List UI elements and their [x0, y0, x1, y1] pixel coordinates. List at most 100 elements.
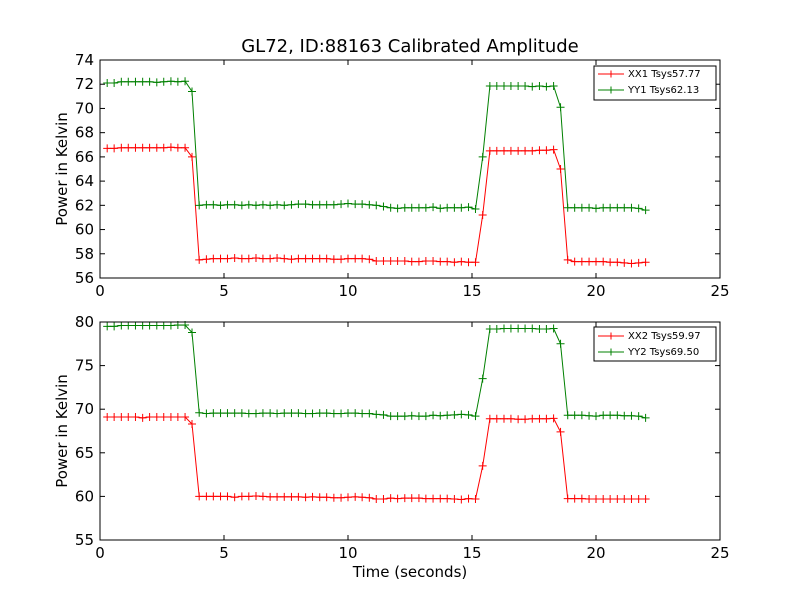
legend: XX2 Tsys59.97 YY2 Tsys69.50 — [593, 326, 717, 362]
x-tick-label: 15 — [462, 282, 481, 300]
y-tick-label: 68 — [75, 124, 94, 142]
x-tick-label: 25 — [710, 544, 729, 562]
data-point-marker — [563, 255, 572, 264]
data-point-marker — [450, 203, 459, 212]
data-point-marker — [627, 203, 636, 212]
data-point-marker — [421, 412, 430, 421]
data-point-marker — [173, 143, 182, 152]
data-point-marker — [577, 203, 586, 212]
data-point-marker — [379, 202, 388, 211]
y-tick-label: 56 — [75, 269, 94, 287]
data-point-marker — [506, 414, 515, 423]
data-point-marker — [464, 258, 473, 267]
legend-marker-yy1 — [607, 86, 615, 94]
data-point-marker — [606, 203, 615, 212]
data-point-marker — [485, 82, 494, 91]
data-point-marker — [138, 143, 147, 152]
data-point-marker — [131, 321, 140, 330]
data-point-marker — [393, 494, 402, 503]
x-tick-label: 10 — [338, 282, 357, 300]
data-point-marker — [386, 203, 395, 212]
data-point-marker — [365, 200, 374, 209]
data-point-marker — [344, 199, 352, 208]
data-point-marker — [599, 495, 608, 504]
data-point-marker — [216, 409, 225, 418]
data-point-marker — [535, 414, 544, 423]
bottom-panel: Power in Kelvin 0 5 10 15 20 25 55 60 65 70 75 80 X… — [53, 313, 730, 562]
x-tick-label: 0 — [95, 544, 105, 562]
data-point-marker — [223, 254, 232, 263]
data-point-marker — [145, 321, 154, 330]
data-point-marker — [592, 257, 600, 266]
data-point-marker — [549, 324, 558, 333]
x-tick-label: 20 — [586, 282, 605, 300]
data-point-marker — [173, 77, 182, 86]
data-point-marker — [506, 82, 515, 91]
data-point-marker — [641, 206, 650, 215]
data-point-marker — [138, 321, 147, 330]
data-point-marker — [386, 412, 395, 421]
data-point-marker — [514, 324, 523, 333]
series-layer — [103, 77, 650, 268]
data-point-marker — [450, 410, 459, 419]
x-axis-label: Time (seconds) — [352, 563, 468, 581]
data-point-marker — [344, 493, 352, 502]
data-point-marker — [110, 144, 119, 153]
data-point-marker — [358, 409, 367, 418]
data-point-marker — [429, 203, 438, 212]
data-point-marker — [421, 494, 430, 503]
data-point-marker — [372, 410, 381, 419]
data-point-marker — [188, 152, 197, 161]
data-point-marker — [351, 492, 360, 501]
data-point-marker — [592, 204, 600, 213]
x-tick-label: 20 — [586, 544, 605, 562]
data-point-marker — [471, 258, 480, 267]
y-axis-label: Power in Kelvin — [53, 112, 71, 226]
data-point-marker — [159, 413, 168, 422]
data-point-marker — [407, 257, 416, 266]
data-point-marker — [337, 200, 346, 209]
data-point-marker — [542, 146, 551, 155]
data-point-marker — [521, 146, 530, 155]
data-point-marker — [202, 409, 211, 418]
data-point-marker — [166, 143, 175, 152]
data-point-marker — [492, 414, 501, 423]
data-point-marker — [273, 492, 282, 501]
data-point-marker — [499, 324, 508, 333]
data-point-marker — [492, 82, 501, 91]
data-point-marker — [436, 411, 445, 420]
data-point-marker — [400, 257, 409, 266]
data-point-marker — [322, 200, 331, 209]
data-point-marker — [188, 420, 197, 429]
data-point-marker — [209, 492, 218, 501]
y-tick-label: 74 — [75, 51, 94, 69]
data-point-marker — [103, 79, 112, 88]
data-point-marker — [166, 413, 175, 422]
y-tick-label: 70 — [75, 400, 94, 418]
data-point-marker — [592, 495, 600, 504]
legend-label-yy1: YY1 Tsys62.13 — [627, 85, 699, 96]
data-point-marker — [457, 410, 466, 419]
data-point-marker — [570, 411, 579, 420]
data-point-marker — [251, 409, 260, 418]
data-point-marker — [577, 494, 586, 503]
data-point-marker — [464, 494, 473, 503]
data-point-marker — [407, 494, 416, 503]
data-point-marker — [159, 77, 168, 86]
data-point-marker — [556, 427, 565, 436]
data-point-marker — [280, 492, 289, 501]
y-tick-label: 62 — [75, 196, 94, 214]
data-point-marker — [421, 257, 430, 266]
data-point-marker — [457, 203, 466, 212]
data-point-marker — [124, 143, 133, 152]
data-point-marker — [400, 494, 409, 503]
y-tick-label: 72 — [75, 75, 94, 93]
data-point-marker — [266, 201, 275, 210]
data-point-marker — [337, 493, 346, 502]
data-point-marker — [117, 413, 126, 422]
data-point-marker — [315, 254, 324, 263]
x-tick-label: 10 — [338, 544, 357, 562]
data-point-marker — [195, 492, 204, 501]
data-point-marker — [450, 495, 459, 504]
data-point-marker — [195, 408, 204, 417]
